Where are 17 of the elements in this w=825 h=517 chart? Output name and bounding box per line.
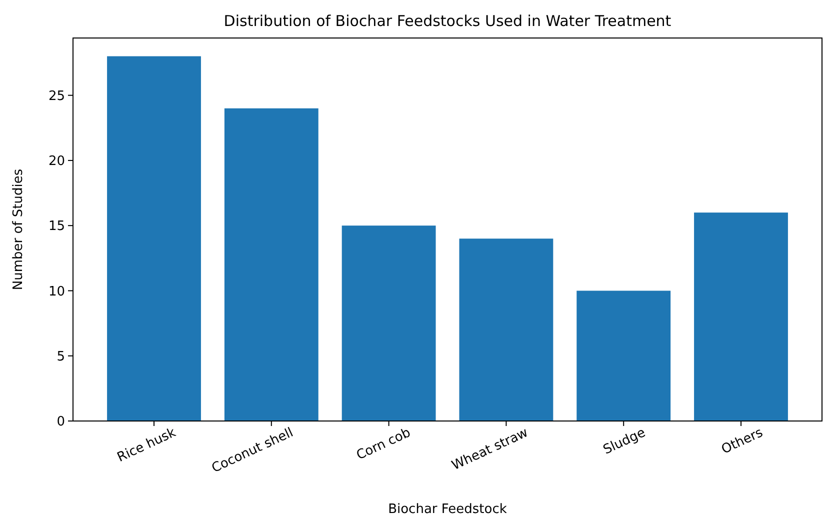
bar xyxy=(342,226,436,421)
x-axis-title: Biochar Feedstock xyxy=(388,502,508,517)
bar xyxy=(224,108,318,421)
y-tick-label: 20 xyxy=(48,154,65,170)
chart-title: Distribution of Biochar Feedstocks Used in Water Treatment xyxy=(224,12,672,30)
x-tick-label: Corn cob xyxy=(354,425,414,464)
bar xyxy=(694,212,788,421)
bar xyxy=(459,238,554,421)
y-tick-label: 0 xyxy=(56,414,65,430)
bar xyxy=(576,290,671,421)
bar xyxy=(107,56,201,421)
x-tick-label: Rice husk xyxy=(115,425,179,466)
y-tick-label: 10 xyxy=(48,284,65,300)
y-tick-label: 25 xyxy=(48,88,65,104)
y-tick-label: 15 xyxy=(48,219,65,234)
y-tick-label: 5 xyxy=(56,349,65,364)
y-axis-title: Number of Studies xyxy=(11,168,26,290)
